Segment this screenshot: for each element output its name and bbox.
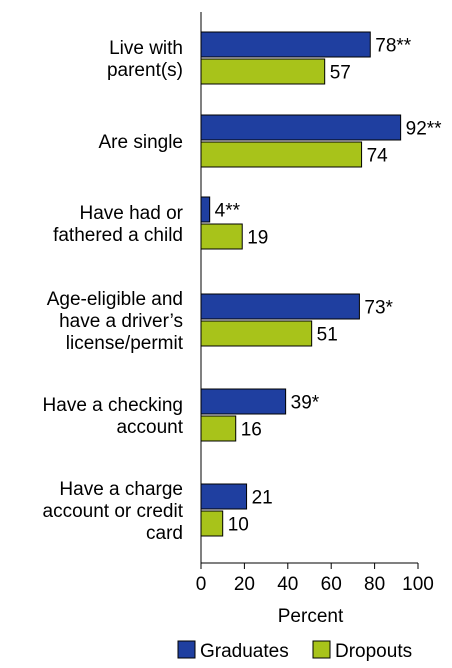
value-label-graduates-4: 39*: [291, 393, 320, 414]
category-label-line: have a driver’s: [59, 311, 183, 332]
bar-dropouts-2: [200, 223, 243, 250]
category-label-2: Have had or fathered a child: [53, 203, 184, 246]
legend: Graduates Dropouts: [177, 640, 412, 662]
x-tick-label: 20: [234, 574, 255, 595]
category-label-line: card: [146, 523, 183, 544]
value-label-dropouts-1: 74: [367, 146, 389, 167]
x-tick-label: 40: [277, 574, 298, 595]
category-label-0: Live with parent(s): [107, 38, 183, 81]
bar-dropouts-3: [200, 320, 313, 347]
category-label-5: Have a charge account or credit card: [43, 479, 184, 544]
legend-swatch-dropouts: [312, 640, 331, 659]
bar-graduates-4: [200, 388, 287, 415]
legend-swatch-graduates: [177, 640, 196, 659]
category-label-line: Have had or: [79, 203, 183, 224]
bar-dropouts-0: [200, 58, 326, 85]
bar-graduates-0: [200, 31, 371, 58]
value-label-dropouts-2: 19: [247, 228, 268, 249]
value-label-graduates-5: 21: [252, 488, 273, 509]
value-label-dropouts-0: 57: [330, 63, 351, 84]
category-label-3: Age-eligible and have a driver’s license/p…: [47, 289, 184, 354]
value-label-graduates-3: 73*: [364, 298, 393, 319]
bar-graduates-2: [200, 196, 211, 223]
value-label-dropouts-4: 16: [241, 420, 262, 441]
bar-graduates-1: [200, 114, 402, 141]
bar-graduates-3: [200, 293, 360, 320]
category-label-line: account: [116, 417, 183, 438]
bars-layer: [200, 31, 402, 537]
legend-label-graduates: Graduates: [200, 641, 289, 662]
category-label-line: Age-eligible and: [47, 289, 183, 310]
x-axis-label: Percent: [278, 606, 344, 627]
category-label-line: parent(s): [107, 60, 183, 81]
x-axis: 0 20 40 60 80 100 Percent: [196, 12, 434, 627]
bar-dropouts-4: [200, 415, 237, 442]
x-tick-label: 100: [402, 574, 434, 595]
category-label-line: Live with: [109, 38, 183, 59]
x-tick-label: 80: [364, 574, 385, 595]
category-label-line: Have a charge: [59, 479, 183, 500]
x-tick-label: 60: [321, 574, 342, 595]
category-labels-layer: Live with parent(s) Are single Have had or f…: [43, 38, 184, 544]
value-label-dropouts-5: 10: [228, 515, 249, 536]
value-label-graduates-1: 92**: [406, 119, 443, 140]
category-label-1: Are single: [99, 132, 184, 153]
category-label-line: license/permit: [66, 333, 184, 354]
value-label-graduates-2: 4**: [215, 201, 241, 222]
bar-dropouts-5: [200, 510, 224, 537]
x-tick-label: 0: [196, 574, 207, 595]
value-label-dropouts-3: 51: [317, 325, 338, 346]
category-label-line: fathered a child: [53, 225, 183, 246]
bar-dropouts-1: [200, 141, 363, 168]
value-label-graduates-0: 78**: [375, 36, 412, 57]
category-label-line: account or credit: [43, 501, 184, 522]
category-label-4: Have a checking account: [43, 395, 184, 438]
bar-graduates-5: [200, 483, 248, 510]
legend-label-dropouts: Dropouts: [335, 641, 412, 662]
category-label-line: Have a checking: [43, 395, 183, 416]
category-label-line: Are single: [99, 132, 184, 153]
